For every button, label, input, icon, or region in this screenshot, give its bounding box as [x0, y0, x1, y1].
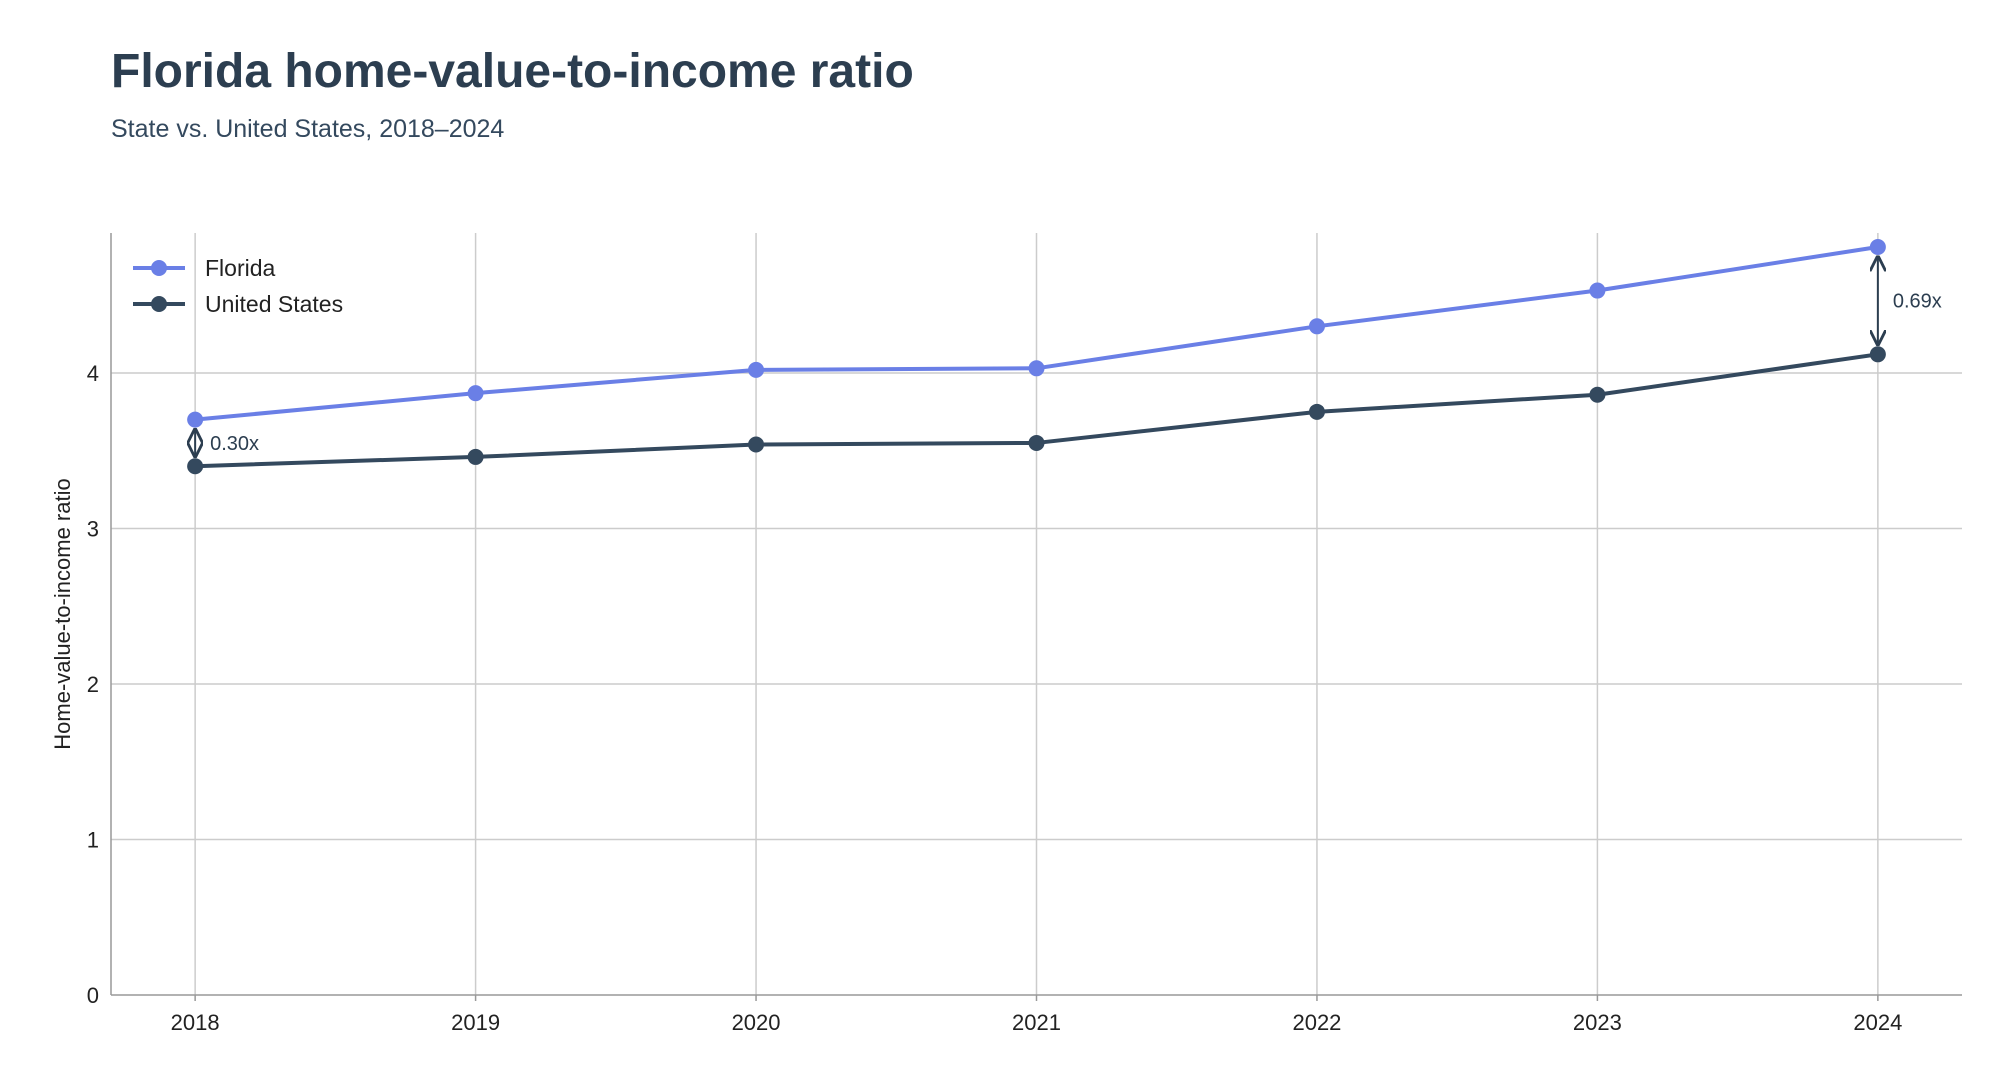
data-point [1028, 434, 1045, 451]
data-point [467, 385, 484, 402]
y-tick-label: 1 [87, 827, 99, 852]
data-point [1869, 238, 1886, 255]
legend-label: Florida [205, 255, 276, 281]
gap-label: 0.69x [1893, 291, 1942, 313]
data-point [1308, 403, 1325, 420]
data-point [1589, 386, 1606, 403]
chart-title: Florida home-value-to-income ratio [111, 45, 914, 98]
legend-swatch-marker [151, 260, 167, 276]
data-point [1869, 346, 1886, 363]
x-tick-label: 2023 [1573, 1010, 1622, 1035]
x-tick-label: 2019 [451, 1010, 500, 1035]
x-tick-label: 2020 [732, 1010, 781, 1035]
axes: 0 1 2 3 4 2018 2019 2020 2021 2022 2023 2024 Home-va… [50, 233, 1962, 1035]
series-florida [187, 238, 1886, 428]
legend-item: Florida [133, 255, 276, 281]
chart-subtitle: State vs. United States, 2018–2024 [111, 115, 505, 143]
data-point [748, 436, 765, 453]
x-tick-label: 2018 [171, 1010, 220, 1035]
series-united-states [187, 346, 1886, 475]
data-point [187, 411, 204, 428]
grid [111, 233, 1962, 995]
y-tick-label: 4 [87, 361, 99, 386]
annotations: 0.30x 0.69x [195, 257, 1942, 456]
x-tick-label: 2022 [1292, 1010, 1341, 1035]
data-point [187, 458, 204, 475]
x-tick-label: 2021 [1012, 1010, 1061, 1035]
y-tick-label: 2 [87, 672, 99, 697]
y-tick-label: 0 [87, 983, 99, 1008]
legend-label: United States [205, 291, 343, 317]
y-axis-label: Home-value-to-income ratio [50, 478, 75, 749]
x-tick-label: 2024 [1853, 1010, 1902, 1035]
y-tick-label: 3 [87, 516, 99, 541]
data-point [1028, 360, 1045, 377]
data-point [467, 448, 484, 465]
legend-swatch-marker [151, 296, 167, 312]
legend-item: United States [133, 291, 343, 317]
legend: Florida United States [133, 255, 343, 317]
gap-label: 0.30x [210, 433, 259, 455]
data-point [748, 361, 765, 378]
series [187, 238, 1886, 475]
data-point [1589, 282, 1606, 299]
data-point [1308, 318, 1325, 335]
